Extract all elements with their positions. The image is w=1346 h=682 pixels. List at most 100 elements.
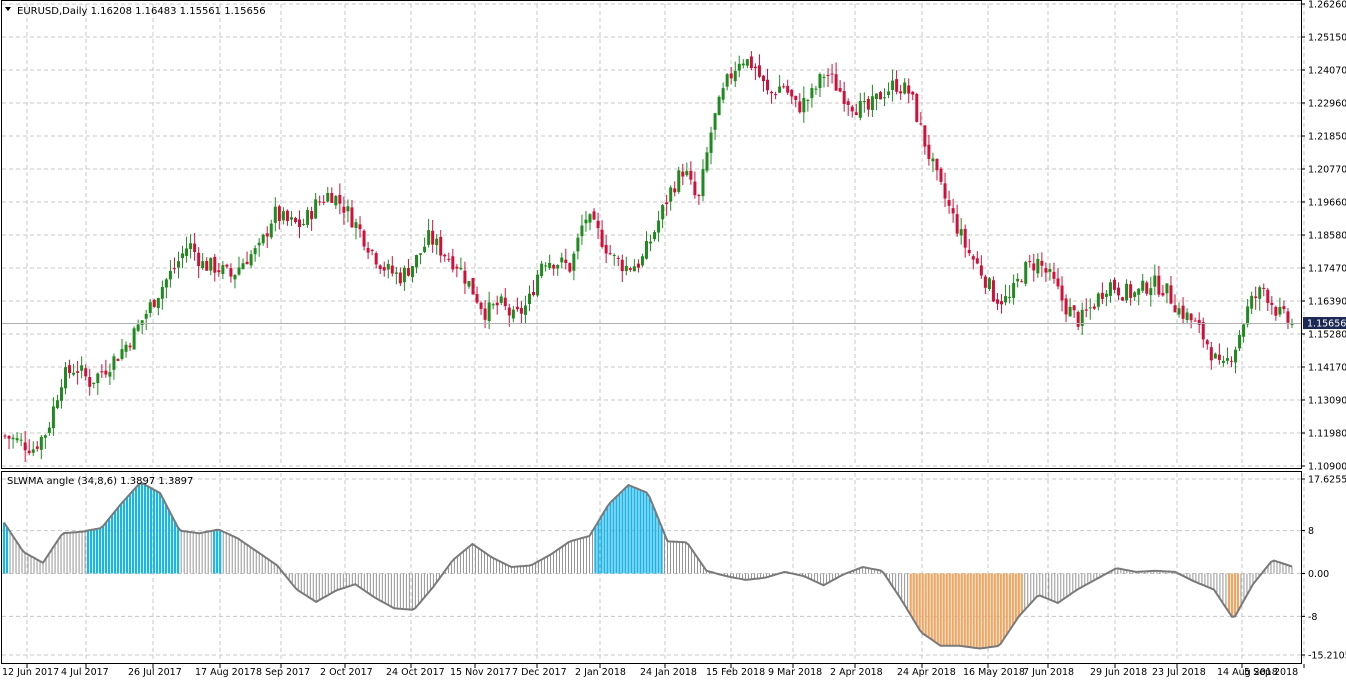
candle [616,255,620,267]
candle [51,397,55,437]
candle [265,226,269,249]
candle [390,256,394,277]
candle [443,253,447,262]
candle [104,359,108,378]
candle [100,364,104,379]
candle [987,277,991,292]
price-tick-label: 1.18580 [1308,231,1346,242]
candle [382,261,386,277]
candle [826,68,830,88]
candle [1149,276,1153,307]
candle [156,297,160,316]
candle [27,439,31,456]
candle [778,74,782,93]
candle [1036,253,1040,278]
candle [1125,279,1129,303]
candle [402,265,406,291]
candle [132,326,136,350]
candle [249,250,253,269]
candle [1153,264,1157,296]
candle [322,194,326,206]
candle [84,364,88,381]
candle [120,338,124,361]
candle [874,93,878,111]
price-tick-label: 1.15280 [1308,330,1346,341]
candle [1008,285,1012,304]
candle [653,230,657,242]
candle [479,301,483,315]
candle [665,194,669,216]
price-tick-label: 1.17470 [1308,264,1346,275]
candle [318,195,322,206]
candle [628,266,632,273]
candle [112,353,116,380]
candle [168,260,172,288]
candle [624,256,628,276]
candle [697,193,701,205]
candle [1165,283,1169,304]
candle [1137,288,1141,306]
candle [1213,352,1217,359]
candle [584,210,588,232]
candle [636,259,640,273]
candle [47,421,51,436]
candle [862,92,866,113]
candle [713,112,717,140]
time-tick-label: 14 Aug 2018 [1217,667,1278,678]
candle [560,252,564,269]
candle [1064,294,1068,323]
candle [846,98,850,116]
indicator-axis: 17.6255 8 0.00 -8 -15.2105 [1301,475,1346,662]
candle [701,159,705,202]
candle [523,295,527,324]
price-tick-label: 1.26260 [1308,0,1346,11]
candle [790,88,794,105]
candle [1044,262,1048,282]
time-tick-label: 2 Apr 2018 [830,667,883,678]
candle [854,103,858,116]
candle [342,196,346,225]
time-tick-label: 16 May 2018 [963,667,1025,678]
candle [59,379,63,409]
candle [11,434,15,449]
candle [225,263,229,269]
indicator-tick-label: -15.2105 [1308,651,1346,662]
candle [1145,280,1149,296]
triangle-down-icon[interactable] [5,7,11,11]
candle [1205,338,1209,350]
candle [221,261,225,280]
candle [1000,294,1004,314]
candle [88,368,92,396]
candle [640,253,644,268]
candle [891,69,895,102]
price-tick-label: 1.11980 [1308,429,1346,440]
candle [1266,287,1270,312]
candle [293,216,297,224]
symbol-info: EURUSD,Daily 1.16208 1.16483 1.15561 1.1… [17,6,266,17]
time-tick-label: 7 Dec 2017 [512,667,567,678]
time-tick-label: 24 Oct 2017 [386,667,445,678]
time-tick-label: 2 Jan 2018 [575,667,626,678]
candle [592,208,596,221]
candle [406,258,410,277]
time-tick-label: 15 Feb 2018 [706,667,765,678]
candle [1028,255,1032,268]
candle [245,251,249,265]
candle [197,247,201,279]
candle [564,248,568,270]
candle [209,257,213,276]
candle [717,95,721,116]
candle [1052,262,1056,284]
time-tick-label: 26 Jul 2017 [128,667,182,678]
price-tick-label: 1.22960 [1308,99,1346,110]
candle [596,212,600,240]
candle [1177,302,1181,318]
candle [1197,312,1201,333]
candle [955,204,959,237]
price-tick-label: 1.24070 [1308,66,1346,77]
candle [1157,265,1161,297]
price-tick-label: 1.19660 [1308,198,1346,209]
candle [451,248,455,273]
candle [1060,276,1064,312]
